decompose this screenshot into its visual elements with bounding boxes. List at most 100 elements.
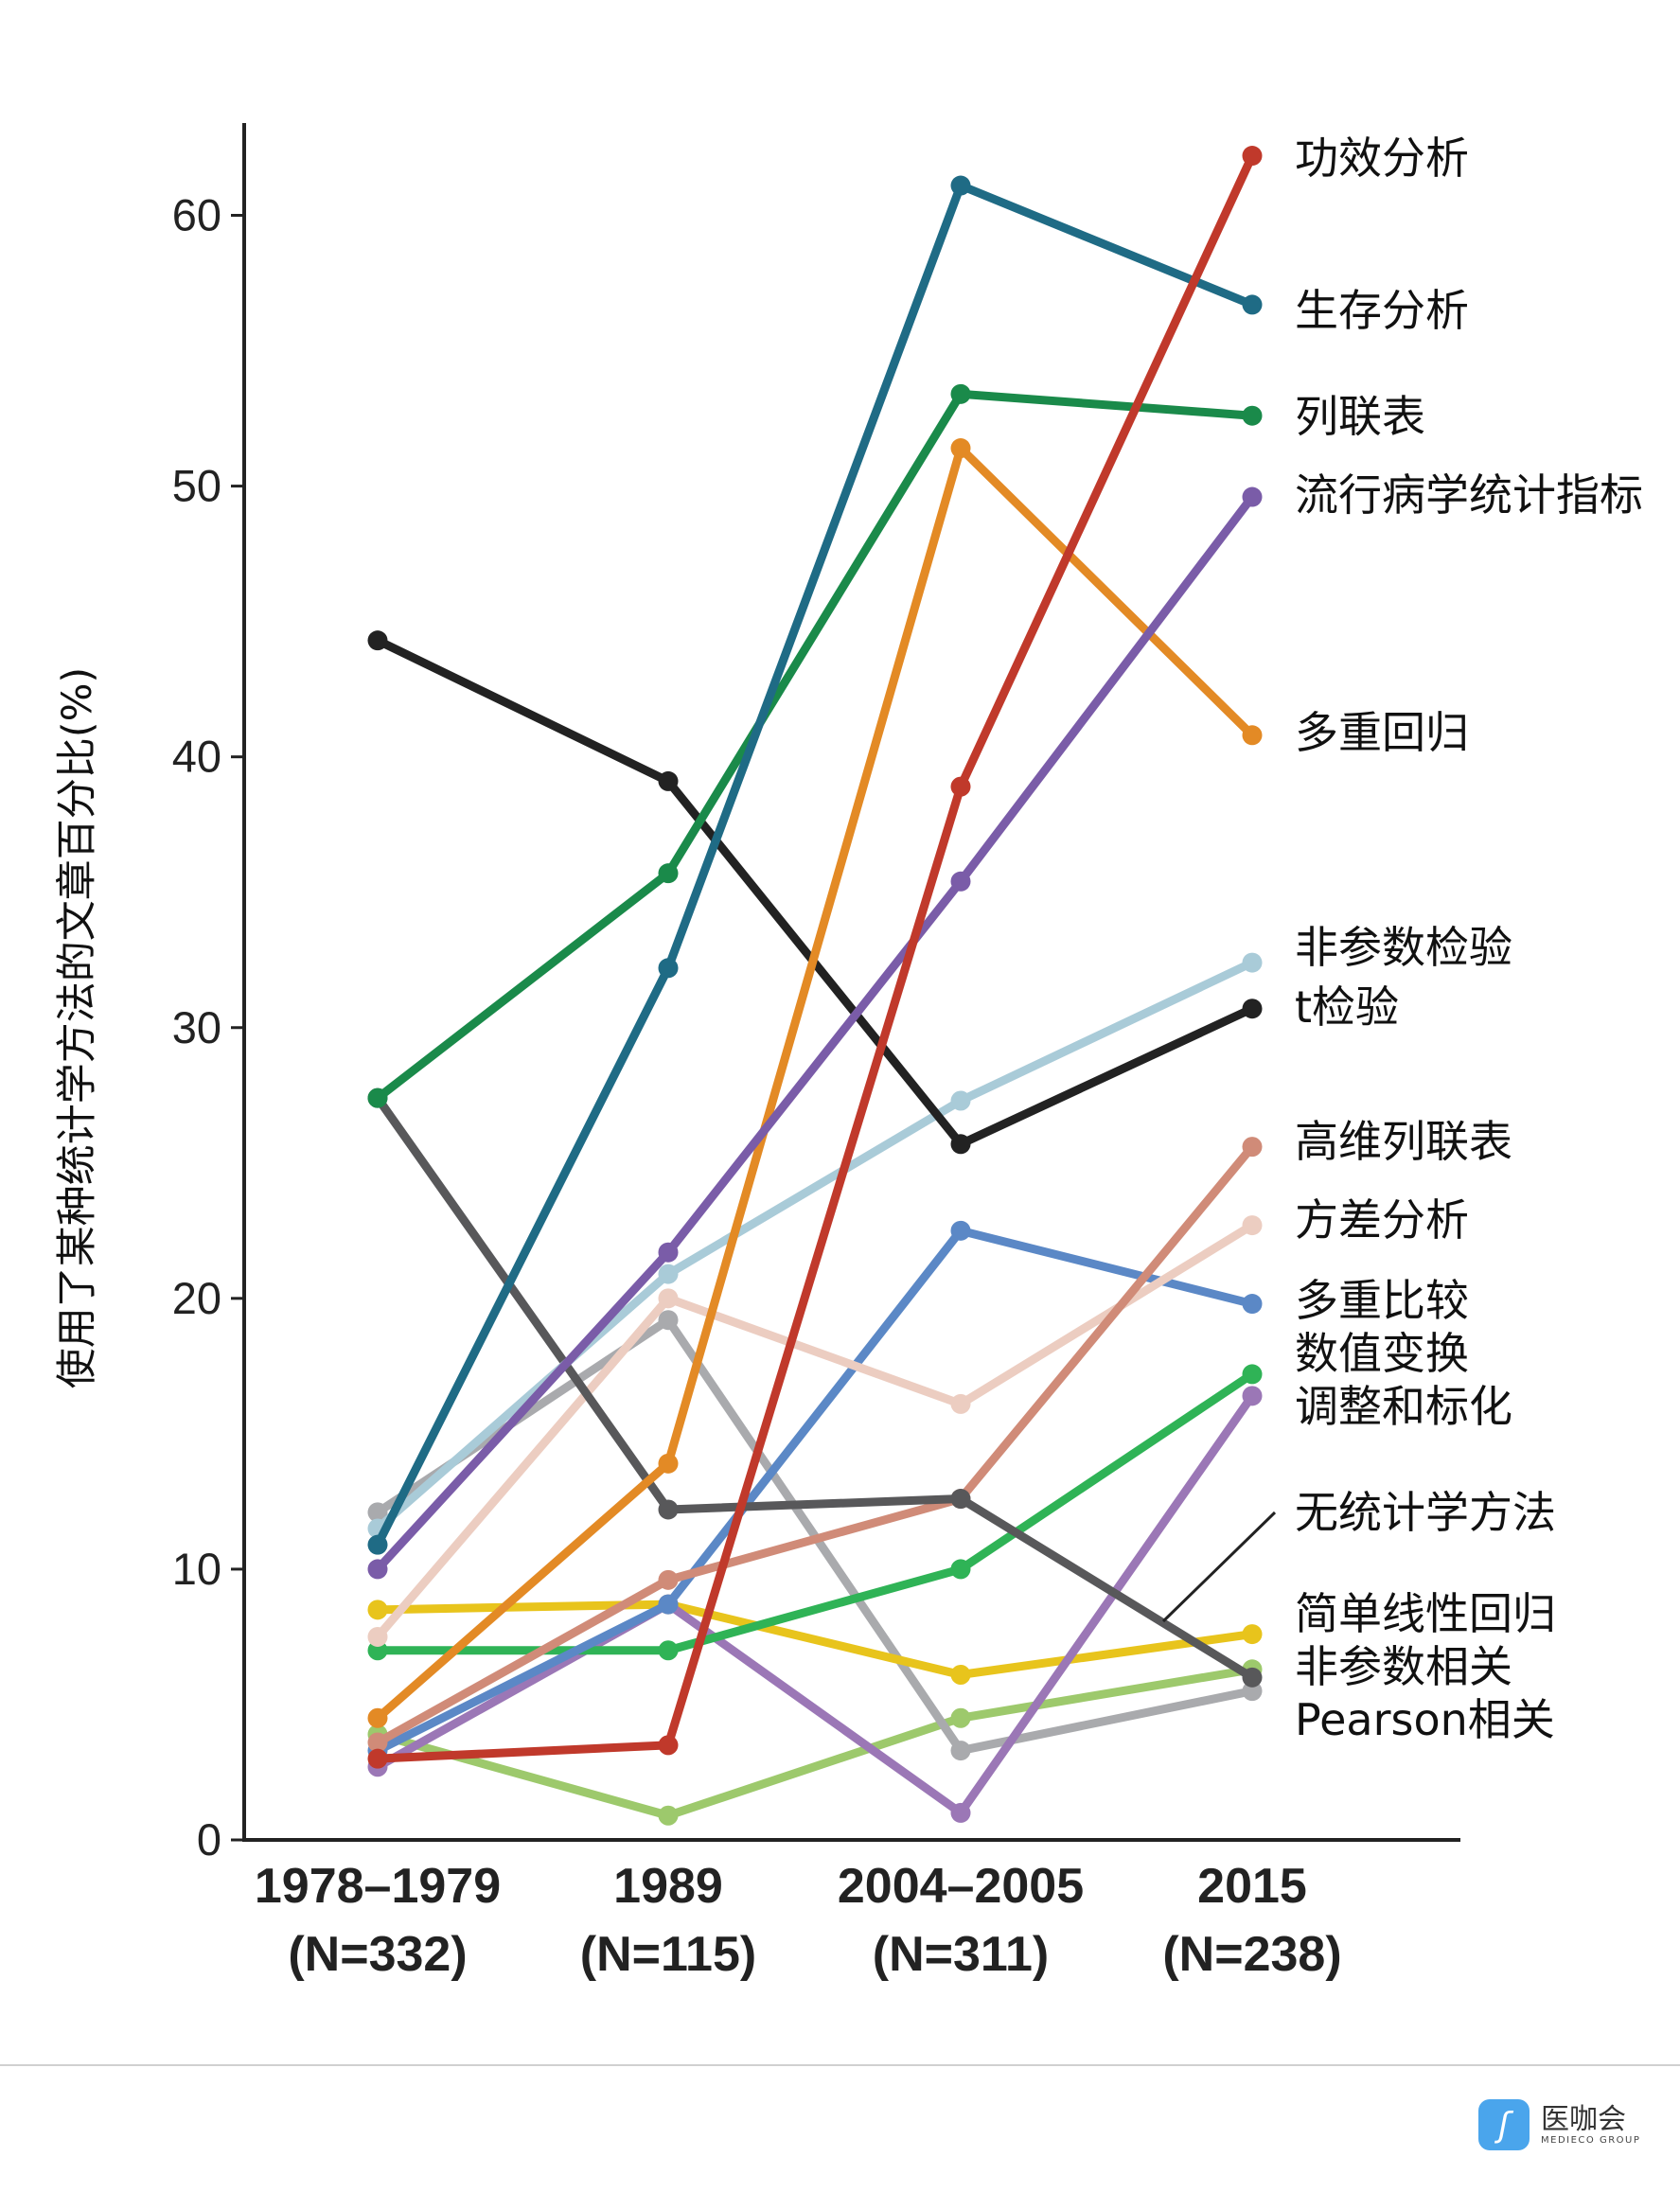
series-line — [373, 1093, 1257, 1682]
data-point — [367, 1732, 388, 1753]
logo-name-en: MEDIECO GROUP — [1541, 2134, 1641, 2146]
series-label: t检验 — [1295, 981, 1399, 1033]
series-line — [373, 151, 1257, 1763]
series — [367, 438, 1263, 1728]
data-point — [1242, 1386, 1263, 1406]
series — [367, 1594, 1263, 1685]
y-tick-label: 30 — [172, 1002, 221, 1052]
logo-name-cn: 医咖会 — [1541, 2102, 1626, 2136]
y-tick-label: 50 — [172, 461, 221, 511]
logo: ʃ 医咖会 MEDIECO GROUP — [1478, 2099, 1640, 2150]
data-point — [950, 1134, 971, 1155]
series-label: 方差分析 — [1295, 1194, 1469, 1246]
x-tick-label: 2015 — [1197, 1859, 1307, 1914]
series — [367, 952, 1263, 1539]
series — [367, 1137, 1263, 1753]
y-tick-label: 0 — [197, 1814, 221, 1865]
data-point — [658, 1569, 679, 1590]
series-label: 高维列联表 — [1295, 1116, 1512, 1167]
series-line — [373, 1226, 1257, 1756]
data-point — [367, 1600, 388, 1620]
series — [367, 1215, 1263, 1647]
series-label: 数值变换 — [1295, 1328, 1469, 1379]
data-point — [950, 175, 971, 196]
data-point — [1242, 952, 1263, 973]
series-label: 功效分析 — [1295, 133, 1469, 184]
data-point — [1242, 1624, 1263, 1645]
data-point — [1242, 1364, 1263, 1385]
data-point — [367, 1707, 388, 1728]
data-point — [658, 1264, 679, 1284]
series-line — [373, 444, 1257, 1723]
data-point — [658, 863, 679, 884]
series — [367, 146, 1263, 1769]
series — [367, 1364, 1263, 1661]
series-line — [373, 1665, 1257, 1820]
data-point — [658, 770, 679, 791]
data-point — [1242, 1137, 1263, 1158]
data-point — [1242, 1294, 1263, 1315]
series-line — [373, 958, 1257, 1533]
data-point — [658, 1594, 679, 1615]
series-line — [373, 1600, 1257, 1679]
data-point — [367, 1559, 388, 1580]
data-point — [658, 1640, 679, 1661]
y-axis-label: 使用了某种统计学方法的文章百分比(%) — [54, 667, 101, 1388]
data-point — [658, 1453, 679, 1474]
leader-line — [1161, 1511, 1277, 1623]
series — [367, 1087, 1263, 1688]
data-point — [950, 1220, 971, 1241]
series-label: 列联表 — [1295, 391, 1425, 442]
series-label: 非参数相关 — [1295, 1641, 1512, 1692]
data-point — [950, 383, 971, 404]
series-label: 多重比较 — [1295, 1275, 1469, 1326]
x-tick-sample-size: (N=238) — [1162, 1927, 1341, 1982]
data-point — [367, 630, 388, 651]
data-point — [658, 1499, 679, 1520]
x-tick-label: 1989 — [613, 1859, 723, 1914]
data-point — [950, 438, 971, 459]
series-line — [373, 1142, 1257, 1747]
data-point — [367, 1087, 388, 1108]
data-point — [950, 1489, 971, 1510]
data-point — [658, 1735, 679, 1756]
data-point — [658, 1805, 679, 1826]
data-point — [658, 958, 679, 979]
x-tick-sample-size: (N=115) — [580, 1927, 756, 1982]
data-point — [367, 1748, 388, 1769]
series — [367, 486, 1263, 1580]
data-point — [950, 1664, 971, 1685]
data-point — [1242, 146, 1263, 167]
series-lines — [367, 146, 1263, 1826]
series-label: 生存分析 — [1295, 285, 1469, 336]
x-tick-sample-size: (N=311) — [873, 1927, 1049, 1982]
footer-divider — [0, 2064, 1680, 2066]
data-point — [367, 1502, 388, 1523]
data-point — [1242, 999, 1263, 1019]
data-point — [950, 1559, 971, 1580]
x-tick-sample-size: (N=332) — [288, 1927, 467, 1982]
data-point — [1242, 405, 1263, 426]
data-point — [1242, 725, 1263, 746]
series-line — [373, 389, 1257, 1103]
data-point — [658, 1310, 679, 1331]
data-point — [1242, 486, 1263, 507]
data-point — [950, 871, 971, 892]
data-point — [950, 1741, 971, 1761]
series-line — [373, 181, 1257, 1549]
data-point — [950, 776, 971, 797]
x-tick-label: 2004–2005 — [838, 1859, 1084, 1914]
data-point — [950, 1802, 971, 1823]
x-tick-label: 1978–1979 — [255, 1859, 501, 1914]
data-point — [950, 1707, 971, 1728]
series-label: 多重回归 — [1295, 707, 1469, 758]
series-label: Pearson相关 — [1295, 1694, 1555, 1745]
axes: 0 10 20 30 40 50 60 1978–1979 (N=332) 1989 (N=115)… — [172, 123, 1460, 1982]
series — [367, 630, 1263, 1155]
data-point — [950, 1090, 971, 1111]
data-point — [367, 1626, 388, 1647]
y-tick-label: 10 — [172, 1544, 221, 1594]
data-point — [950, 1393, 971, 1414]
